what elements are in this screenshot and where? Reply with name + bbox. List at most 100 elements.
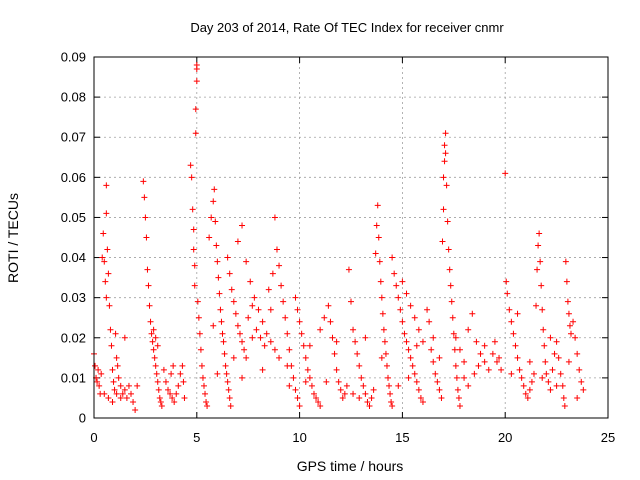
data-point [415,386,422,393]
data-point [445,246,452,253]
data-point [115,374,122,381]
data-point [450,330,457,337]
data-point [308,382,315,389]
data-point [219,330,226,337]
data-point [190,226,197,233]
data-point [271,346,278,353]
data-point [331,350,338,357]
data-point [343,382,350,389]
data-point [317,402,324,409]
data-point [395,294,402,301]
data-point [193,78,200,85]
data-point [243,354,250,361]
data-point [333,338,340,345]
x-tick-label: 5 [193,430,200,445]
data-point [234,322,241,329]
data-point [251,294,258,301]
data-point [230,298,237,305]
data-point [147,318,154,325]
data-point [370,386,377,393]
data-point [265,286,272,293]
data-point [547,386,554,393]
data-point [106,302,113,309]
data-point [362,390,369,397]
data-point [565,310,572,317]
data-point [232,310,239,317]
data-point [477,350,484,357]
data-point [385,374,392,381]
data-point [541,342,548,349]
data-point [503,278,510,285]
data-point [389,254,396,261]
data-point [145,282,152,289]
data-point [101,390,108,397]
data-point [438,394,445,401]
data-point [323,378,330,385]
data-point [526,358,533,365]
data-point [401,330,408,337]
data-point [181,394,188,401]
data-point [162,378,169,385]
data-point [105,270,112,277]
data-point [454,386,461,393]
data-point [545,378,552,385]
data-point [413,342,420,349]
data-point [562,258,569,265]
data-point [191,282,198,289]
plot-frame [93,56,609,419]
data-point [108,342,115,349]
data-point [510,330,517,337]
data-point [263,330,270,337]
data-point [191,262,198,269]
data-point [506,306,513,313]
data-point [226,270,233,277]
data-point [310,390,317,397]
data-point [534,266,541,273]
data-point [134,382,141,389]
data-point [378,354,385,361]
data-point [276,262,283,269]
data-point [257,334,264,341]
data-point [366,402,373,409]
data-point [381,338,388,345]
data-point [574,350,581,357]
data-point [292,386,299,393]
data-point [358,374,365,381]
data-point [456,346,463,353]
data-point [469,310,476,317]
data-point [193,66,200,73]
data-point [383,362,390,369]
data-point [230,354,237,361]
data-point [440,206,447,213]
data-point [424,306,431,313]
data-point [391,270,398,277]
data-point [302,354,309,361]
y-axis-label: ROTI / TECUs [5,193,21,283]
data-point [215,274,222,281]
data-point [536,230,543,237]
data-point [241,346,248,353]
data-point [405,346,412,353]
data-point [109,398,116,405]
data-point [171,398,178,405]
data-point [278,282,285,289]
data-point [549,366,556,373]
data-point [362,334,369,341]
data-point [417,394,424,401]
data-point [368,394,375,401]
data-point [228,286,235,293]
data-point [173,390,180,397]
data-point [321,314,328,321]
data-point [194,298,201,305]
data-point [208,214,215,221]
data-point [522,390,529,397]
data-point [388,398,395,405]
data-point [335,378,342,385]
data-point [436,354,443,361]
data-point [112,330,119,337]
data-point [284,362,291,369]
data-point [428,346,435,353]
axis-ticks: 0 0.01 0.02 0.03 0.04 0.05 0.06 0.07 0.08 0.09 0 5 1… [61,50,616,446]
data-point [306,342,313,349]
data-point [449,314,456,321]
